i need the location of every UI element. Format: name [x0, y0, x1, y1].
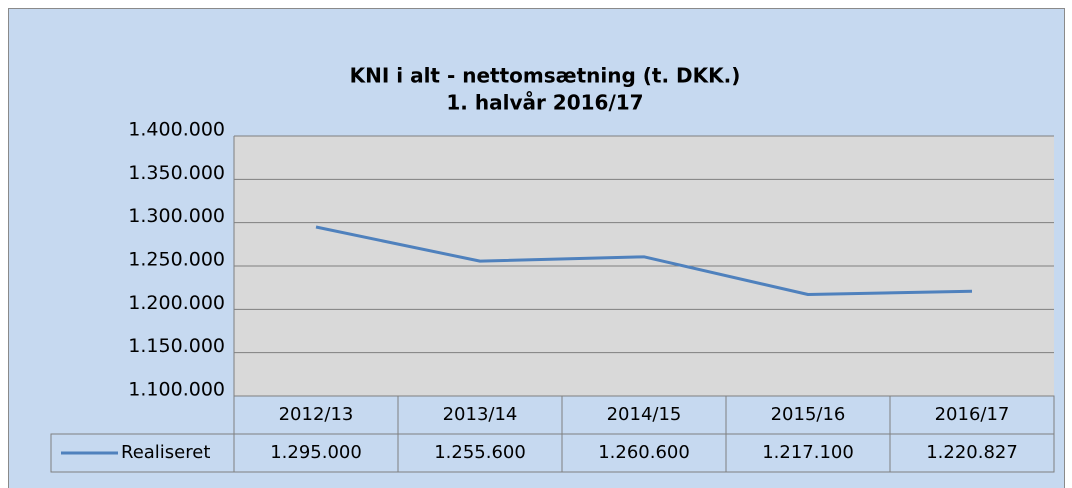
table-value: 1.255.600: [434, 442, 526, 463]
y-tick-label: 1.400.000: [128, 119, 225, 141]
x-tick-label: 2013/14: [443, 404, 518, 425]
y-tick-label: 1.250.000: [128, 249, 225, 271]
table-value: 1.217.100: [762, 442, 854, 463]
x-tick-label: 2012/13: [279, 404, 354, 425]
series-line: [315, 225, 973, 297]
chart-subtitle: 1. halvår 2016/17: [446, 91, 643, 115]
table-value: 1.260.600: [598, 442, 690, 463]
y-tick-label: 1.350.000: [128, 162, 225, 184]
y-tick-label: 1.100.000: [128, 379, 225, 401]
x-tick-label: 2014/15: [607, 404, 682, 425]
x-tick-label: 2016/17: [935, 404, 1010, 425]
legend-label: Realiseret: [121, 442, 210, 463]
legend-cell: [50, 433, 235, 473]
x-tick-label: 2015/16: [771, 404, 846, 425]
chart-title: KNI i alt - nettomsætning (t. DKK.): [350, 64, 741, 88]
y-tick-label: 1.150.000: [128, 335, 225, 357]
table-value: 1.220.827: [926, 442, 1018, 463]
table-value: 1.295.000: [270, 442, 362, 463]
y-tick-label: 1.300.000: [128, 205, 225, 227]
y-tick-label: 1.200.000: [128, 292, 225, 314]
